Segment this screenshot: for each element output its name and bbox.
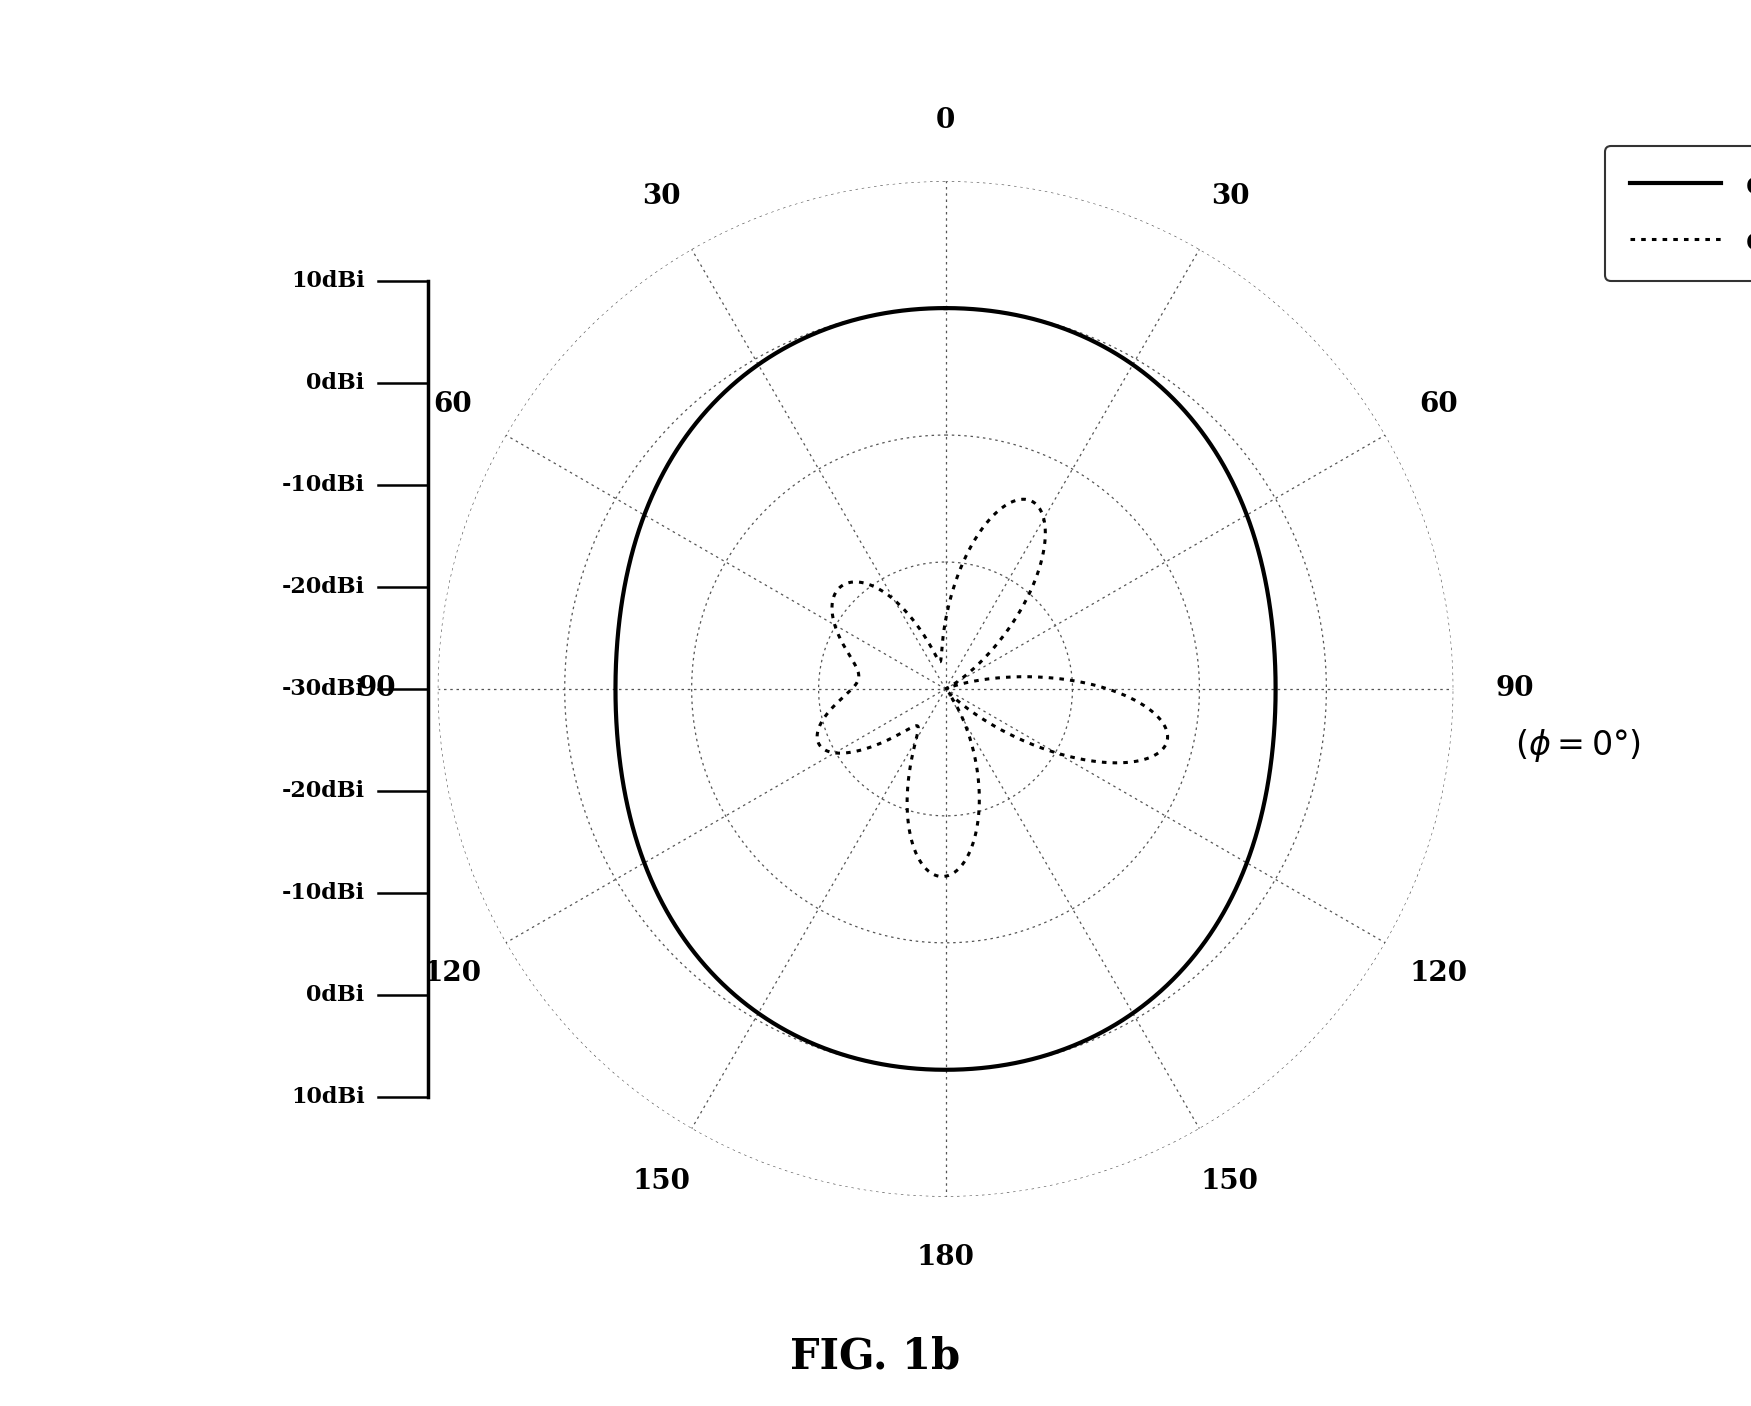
Text: 90: 90 — [357, 675, 396, 703]
Text: -30dBi: -30dBi — [282, 678, 364, 700]
Text: -20dBi: -20dBi — [282, 576, 364, 598]
Text: 120: 120 — [424, 960, 482, 987]
Text: -10dBi: -10dBi — [282, 474, 364, 496]
Text: -10dBi: -10dBi — [282, 882, 364, 904]
Text: 0dBi: 0dBi — [306, 373, 364, 394]
Text: 120: 120 — [1410, 960, 1467, 987]
Text: 0: 0 — [937, 107, 954, 134]
Text: 90: 90 — [1495, 675, 1534, 703]
Text: FIG. 1b: FIG. 1b — [790, 1336, 961, 1378]
Text: 150: 150 — [632, 1168, 690, 1195]
Text: 30: 30 — [643, 183, 681, 209]
Text: 180: 180 — [916, 1244, 975, 1271]
Text: -20dBi: -20dBi — [282, 780, 364, 801]
Text: 60: 60 — [1418, 391, 1457, 418]
Text: $(\phi = 0°)$: $(\phi = 0°)$ — [1515, 727, 1641, 763]
Text: 0dBi: 0dBi — [306, 984, 364, 1005]
Legend: co-pol, cross-pol: co-pol, cross-pol — [1606, 146, 1751, 281]
Text: 30: 30 — [1210, 183, 1248, 209]
Text: 150: 150 — [1201, 1168, 1259, 1195]
Text: 10dBi: 10dBi — [291, 1085, 364, 1108]
Text: 60: 60 — [434, 391, 473, 418]
Text: 10dBi: 10dBi — [291, 270, 364, 292]
